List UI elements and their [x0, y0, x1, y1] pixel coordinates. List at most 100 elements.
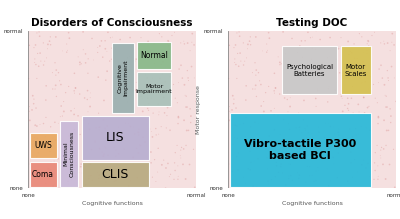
Point [53, 185, 60, 189]
Point [384, 41, 391, 45]
Point [268, 109, 274, 113]
Point [327, 179, 334, 182]
Point [164, 114, 170, 117]
Point [71, 113, 77, 116]
Point [158, 35, 165, 39]
Point [378, 148, 384, 152]
Point [49, 71, 56, 74]
Point [175, 175, 182, 178]
Point [66, 37, 72, 40]
Point [335, 131, 342, 134]
Point [282, 52, 289, 56]
Point [32, 57, 38, 61]
FancyBboxPatch shape [60, 120, 78, 187]
Point [226, 110, 232, 113]
Point [185, 129, 192, 132]
Y-axis label: Motor response: Motor response [196, 85, 201, 134]
Point [364, 106, 371, 109]
Point [305, 131, 312, 134]
Point [326, 55, 332, 58]
Point [109, 173, 115, 177]
Point [258, 104, 264, 108]
FancyBboxPatch shape [137, 42, 171, 69]
Point [135, 47, 142, 50]
Point [178, 148, 184, 152]
Point [293, 126, 299, 130]
Point [104, 50, 110, 53]
Point [138, 95, 144, 98]
Point [334, 176, 340, 179]
Point [42, 135, 48, 138]
Point [68, 109, 74, 113]
Point [367, 173, 374, 176]
Point [235, 168, 241, 172]
Point [346, 127, 353, 131]
Point [73, 161, 80, 164]
Point [157, 77, 163, 80]
Point [100, 154, 106, 158]
Point [371, 30, 378, 34]
Point [309, 131, 315, 135]
Point [33, 106, 39, 110]
Point [77, 133, 83, 136]
Point [160, 96, 167, 99]
Point [335, 151, 342, 155]
Point [353, 180, 359, 183]
Point [318, 187, 325, 190]
Point [149, 85, 156, 88]
Point [64, 49, 71, 52]
Point [172, 161, 178, 165]
Point [138, 93, 144, 96]
Point [386, 163, 393, 166]
Point [146, 182, 152, 185]
Point [313, 179, 319, 182]
Point [374, 101, 380, 104]
Point [253, 95, 260, 98]
FancyBboxPatch shape [137, 72, 171, 106]
Point [348, 130, 354, 133]
Point [183, 144, 189, 147]
Point [305, 30, 311, 34]
Point [372, 169, 378, 172]
Point [132, 88, 138, 92]
Point [108, 57, 115, 61]
Point [92, 140, 98, 144]
Point [265, 180, 271, 183]
Point [135, 131, 142, 134]
Point [172, 97, 178, 100]
Point [186, 163, 193, 166]
Point [76, 92, 83, 96]
Point [82, 61, 89, 65]
Point [179, 76, 186, 80]
Point [124, 100, 131, 104]
Point [276, 92, 283, 96]
Point [333, 57, 339, 61]
Point [175, 164, 181, 168]
Point [233, 63, 239, 66]
Point [52, 138, 59, 142]
Point [250, 184, 256, 188]
Point [338, 95, 344, 98]
Point [363, 166, 369, 170]
Point [59, 114, 66, 118]
Point [242, 135, 248, 138]
Point [380, 147, 387, 151]
Point [297, 44, 303, 48]
Point [73, 142, 80, 146]
Point [74, 164, 80, 168]
Point [339, 97, 345, 100]
Point [285, 57, 291, 61]
Point [314, 87, 320, 91]
Point [153, 133, 159, 137]
Point [348, 150, 354, 154]
Point [243, 98, 249, 102]
Point [338, 184, 344, 188]
Point [252, 87, 258, 91]
Point [102, 129, 108, 132]
Point [298, 39, 305, 43]
Point [115, 166, 121, 169]
Point [80, 118, 87, 121]
Point [250, 141, 256, 144]
Point [85, 57, 91, 61]
Point [105, 30, 111, 34]
